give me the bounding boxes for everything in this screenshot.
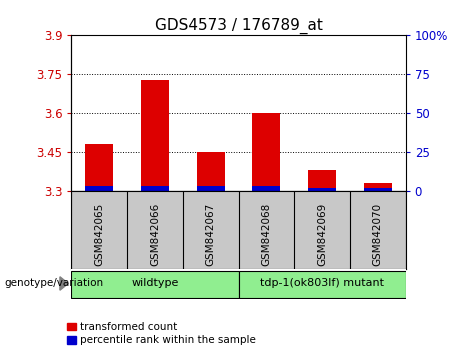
Bar (253, 187, 280, 191)
Bar (141, 80, 169, 191)
Bar (141, 187, 169, 191)
Bar (253, 113, 280, 191)
Bar (85, 187, 113, 191)
Text: GSM842070: GSM842070 (373, 203, 383, 266)
Bar (364, 188, 392, 191)
Text: GSM842067: GSM842067 (206, 203, 216, 266)
Text: GSM842065: GSM842065 (95, 203, 104, 266)
Bar (197, 152, 225, 191)
Text: tdp-1(ok803lf) mutant: tdp-1(ok803lf) mutant (260, 279, 384, 289)
Bar (238, 270, 406, 298)
Legend: transformed count, percentile rank within the sample: transformed count, percentile rank withi… (67, 322, 256, 345)
Bar (308, 170, 336, 191)
Bar (308, 188, 336, 191)
Bar (197, 187, 225, 191)
Bar (71, 270, 239, 298)
Text: GSM842066: GSM842066 (150, 203, 160, 266)
Bar (85, 144, 113, 191)
Bar (364, 183, 392, 191)
Title: GDS4573 / 176789_at: GDS4573 / 176789_at (154, 18, 323, 34)
Text: genotype/variation: genotype/variation (5, 279, 104, 289)
Text: wildtype: wildtype (131, 279, 179, 289)
Text: GSM842068: GSM842068 (261, 203, 272, 266)
Text: GSM842069: GSM842069 (317, 203, 327, 266)
